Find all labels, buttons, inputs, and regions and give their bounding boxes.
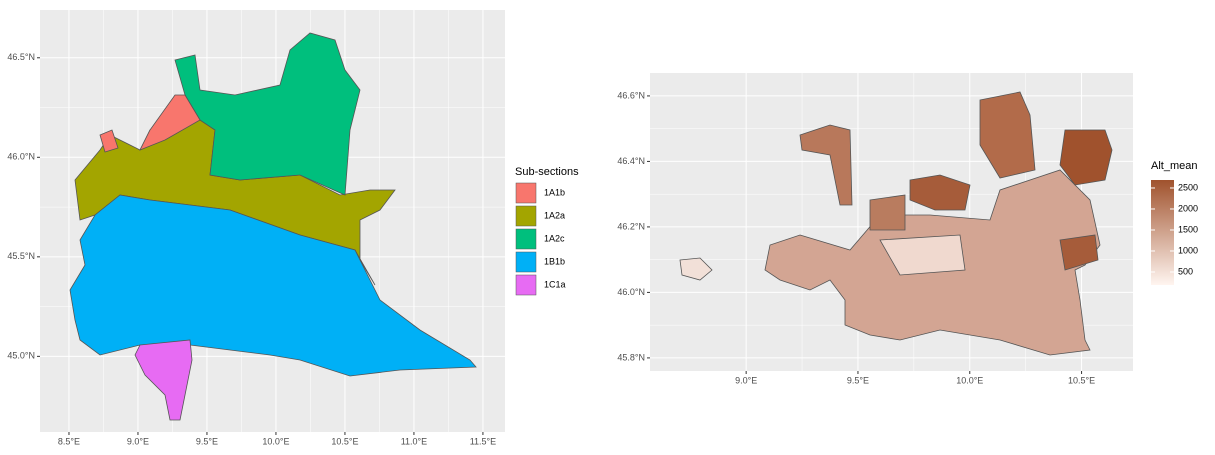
x-tick-label: 10.5°E [1068,375,1095,385]
legend-label: 1A2a [544,210,565,220]
x-tick-label: 9.0°E [735,375,757,385]
legend-key [516,206,536,226]
y-tick-label: 46.0°N [7,152,35,162]
legend-label: 2500 [1178,182,1198,192]
colorbar [1151,180,1174,285]
x-tick-label: 9.0°E [127,436,149,446]
legend-label: 1000 [1178,245,1198,255]
legend-key [516,275,536,295]
legend-title: Alt_mean [1151,160,1197,172]
y-tick-label: 46.4°N [617,156,645,166]
x-tick-label: 9.5°E [196,436,218,446]
legend-label: 500 [1178,266,1193,276]
y-tick-label: 46.5°N [7,52,35,62]
legend-key [516,229,536,249]
legend-label: 1A1b [544,187,565,197]
x-tick-label: 11.0°E [401,436,427,446]
x-tick-label: 10.5°E [331,436,358,446]
y-tick-label: 46.0°N [617,287,645,297]
legend-label: 1B1b [544,256,565,266]
y-tick-label: 46.2°N [617,221,645,231]
y-tick-label: 45.0°N [7,351,35,361]
region [870,195,905,230]
legend-label: 2000 [1178,203,1198,213]
legend-label: 1C1a [544,279,566,289]
figure: Sub-sections Alt_mean 8.5°E 9.0°E 9.5°E 10.… [0,0,1215,455]
y-tick-label: 46.6°N [617,90,645,100]
x-tick-label: 9.5°E [847,375,869,385]
legend-key [516,252,536,272]
legend-label: 1A2c [544,233,565,243]
x-tick-label: 10.0°E [956,375,983,385]
legend-label: 1500 [1178,224,1198,234]
x-tick-label: 11.5°E [470,436,496,446]
legend-title: Sub-sections [515,166,579,178]
x-tick-label: 10.0°E [262,436,289,446]
x-tick-label: 8.5°E [58,436,80,446]
y-tick-label: 45.8°N [617,352,645,362]
legend-key [516,183,536,203]
y-tick-label: 45.5°N [7,251,35,261]
